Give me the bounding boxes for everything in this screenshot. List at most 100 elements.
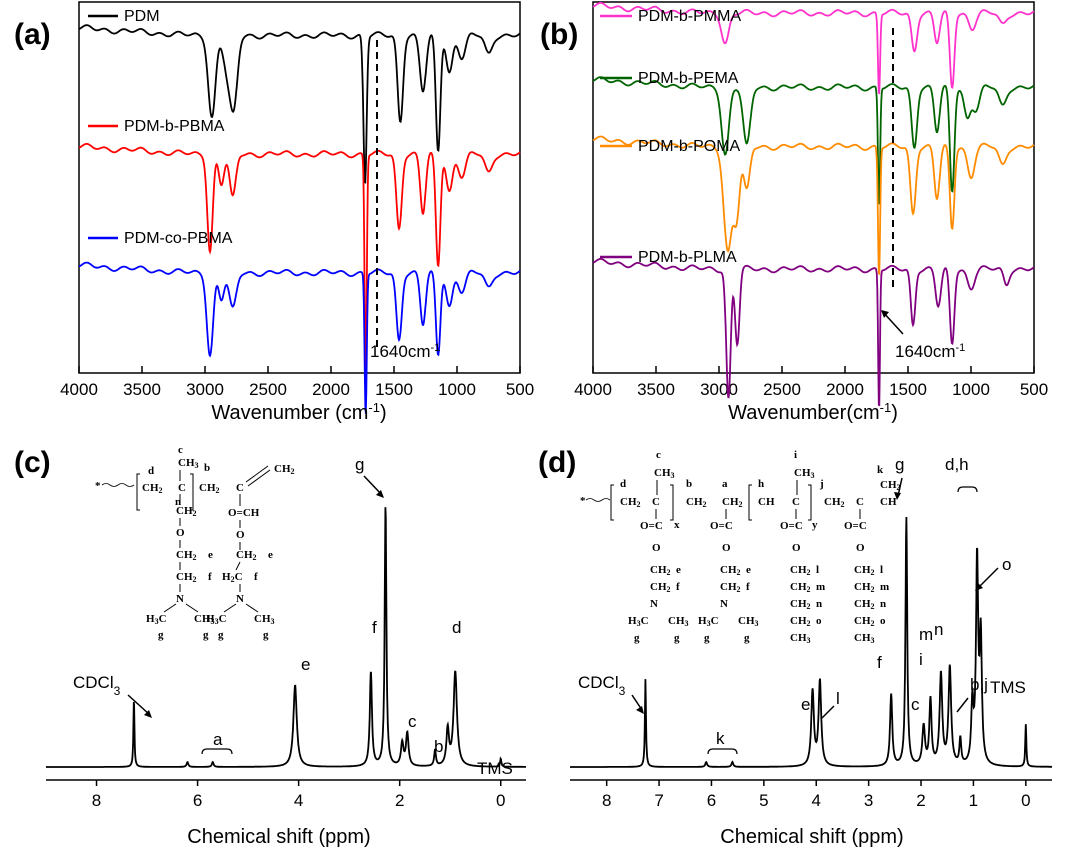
x-tick-label-d-0: 8 xyxy=(602,791,611,810)
methyl-y-d: CH3 xyxy=(794,467,815,480)
label-top-b-d: b xyxy=(686,478,692,490)
x-tick-label-c-4: 0 xyxy=(496,791,505,810)
peak-label-n-d: n xyxy=(934,620,943,639)
backbone-atom-6: CH2 xyxy=(824,496,845,509)
panel-label-d: (d) xyxy=(538,446,576,479)
side-0-g1: g xyxy=(634,632,640,644)
backbone-sub-3: 2 xyxy=(739,500,743,509)
label-top-a-d: a xyxy=(722,478,728,490)
x-tick-label-a-3: 2500 xyxy=(249,380,287,399)
x-axis-label-d: Chemical shift (ppm) xyxy=(720,826,903,848)
peak-label-g-d: g xyxy=(895,455,904,474)
chain-wavy-d xyxy=(585,498,611,502)
peak-label-d-c: d xyxy=(452,618,461,637)
peak-label-i-d: i xyxy=(919,650,923,669)
chain-end-star-d: * xyxy=(580,495,586,507)
c-vinyl-c: C xyxy=(236,482,244,494)
side-oxygen-2: O xyxy=(792,542,801,554)
side-1-g2: g xyxy=(744,632,750,644)
x-tick-label-d-5: 3 xyxy=(864,791,873,810)
backbone-atom-5: C xyxy=(792,496,800,508)
annotation-arrowhead-b xyxy=(881,310,889,318)
x-tick-label-d-4: 4 xyxy=(812,791,821,810)
side-0-h3c: H3C xyxy=(628,615,649,628)
side-3-label-3: o xyxy=(880,615,886,627)
x-tick-label-d-1: 7 xyxy=(654,791,663,810)
vinyl-ch2-d: CH2 xyxy=(880,479,901,492)
label-g3-c: g xyxy=(218,629,224,641)
side-2-atom-3: CH2 xyxy=(790,615,811,628)
side-0-atom-1: CH2 xyxy=(650,581,671,594)
panel-label-a: (a) xyxy=(14,18,51,51)
peak-label-e-d: e xyxy=(801,695,810,714)
bracket-open-y-d xyxy=(748,484,752,521)
side-0-atom-2: N xyxy=(650,598,658,610)
side-carbonyl-0: O=C xyxy=(640,520,663,532)
side-1-atom-1: CH2 xyxy=(720,581,741,594)
subscript-x-d: x xyxy=(674,519,680,531)
label-c-c: c xyxy=(178,444,183,456)
ch3-c: CH3 xyxy=(178,457,199,470)
panel-label-b: (b) xyxy=(540,18,578,51)
side-3-label-0: l xyxy=(880,564,883,576)
x-tick-label-a-2: 3000 xyxy=(186,380,224,399)
ch3b-c: CH3 xyxy=(254,613,275,626)
backbone-sub-2: 2 xyxy=(703,500,707,509)
arrowhead-g-c xyxy=(376,490,384,498)
bond-vinyl-1-c xyxy=(245,465,269,483)
x-axis-label-a: Wavenumber (cm-1) xyxy=(211,400,386,425)
side-2-atom-0: CH2 xyxy=(790,564,811,577)
label-f1-c: f xyxy=(208,571,212,583)
x-tick-label-a-1: 3500 xyxy=(123,380,161,399)
bond-n2-left-c xyxy=(223,603,237,613)
x-tick-label-c-1: 6 xyxy=(193,791,202,810)
series-d xyxy=(570,516,1052,768)
ftir-line-b-0 xyxy=(592,2,1035,95)
nmr-spectrum-c xyxy=(46,507,526,768)
side-2-label-0: l xyxy=(816,564,819,576)
side-3-label-1: m xyxy=(880,581,889,593)
side-1-ch3: CH3 xyxy=(738,615,759,628)
ch2-f1-c: CH2 xyxy=(176,571,197,584)
ftir-line-a-1 xyxy=(78,143,521,384)
label-b-c: b xyxy=(204,462,210,474)
x-tick-label-a-5: 1500 xyxy=(375,380,413,399)
x-tick-label-b-7: 500 xyxy=(1020,380,1048,399)
x-tick-label-c-2: 4 xyxy=(294,791,303,810)
legend-b: PDM-b-PMMA PDM-b-PEMA PDM-b-POMA PDM-b-P… xyxy=(600,8,741,266)
side-2-label-2: n xyxy=(816,598,822,610)
series-a xyxy=(78,24,521,414)
peak-label-f-d: f xyxy=(877,653,882,672)
x-tick-label-d-3: 5 xyxy=(759,791,768,810)
legend-pdm-b-pmma: PDM-b-PMMA xyxy=(638,8,741,25)
subscript-y-d: y xyxy=(812,519,818,531)
chain-end-star-c: * xyxy=(95,480,101,492)
peak-label-m-d: m xyxy=(919,625,933,644)
x-tick-label-d-8: 0 xyxy=(1021,791,1030,810)
side-0-g2: g xyxy=(674,632,680,644)
n2-c: N xyxy=(236,593,244,605)
ftir-line-b-3 xyxy=(592,258,1035,407)
x-tick-label-d-7: 1 xyxy=(969,791,978,810)
chemical-structure-d: * x y d CH2 C CH2 CH2 CH C CH2 C CH CH3 CH3 CH2 O=C… xyxy=(580,449,901,645)
x-ticks-a: 4000 3500 3000 2500 2000 1500 1000 500 xyxy=(60,366,534,399)
bracket-open-x-d xyxy=(610,484,614,521)
nmr-spectrum-d xyxy=(570,516,1052,768)
peak-label-g-c: g xyxy=(355,455,364,474)
ch2-e2-c: CH2 xyxy=(236,549,257,562)
peak-label-f-c: f xyxy=(372,618,377,637)
peak-label-k-d: k xyxy=(716,729,725,748)
peak-label-bj-d: b,j xyxy=(970,675,988,694)
arrow-g-c xyxy=(363,475,383,496)
ftir-line-b-2 xyxy=(592,135,1035,276)
arrowhead-cdcl3-c xyxy=(144,710,152,718)
arrowhead-o-d xyxy=(975,583,983,591)
side-2-label-3: o xyxy=(816,615,822,627)
label-top-i-d: i xyxy=(794,449,797,461)
chemical-structure-c: * d c CH3 CH2 C n CH2 b C CH2 CH2 O CH2 … xyxy=(95,444,295,641)
series-b xyxy=(592,2,1035,407)
ch2-down-c: CH2 xyxy=(176,505,197,518)
annotation-arrow-b xyxy=(882,311,904,335)
